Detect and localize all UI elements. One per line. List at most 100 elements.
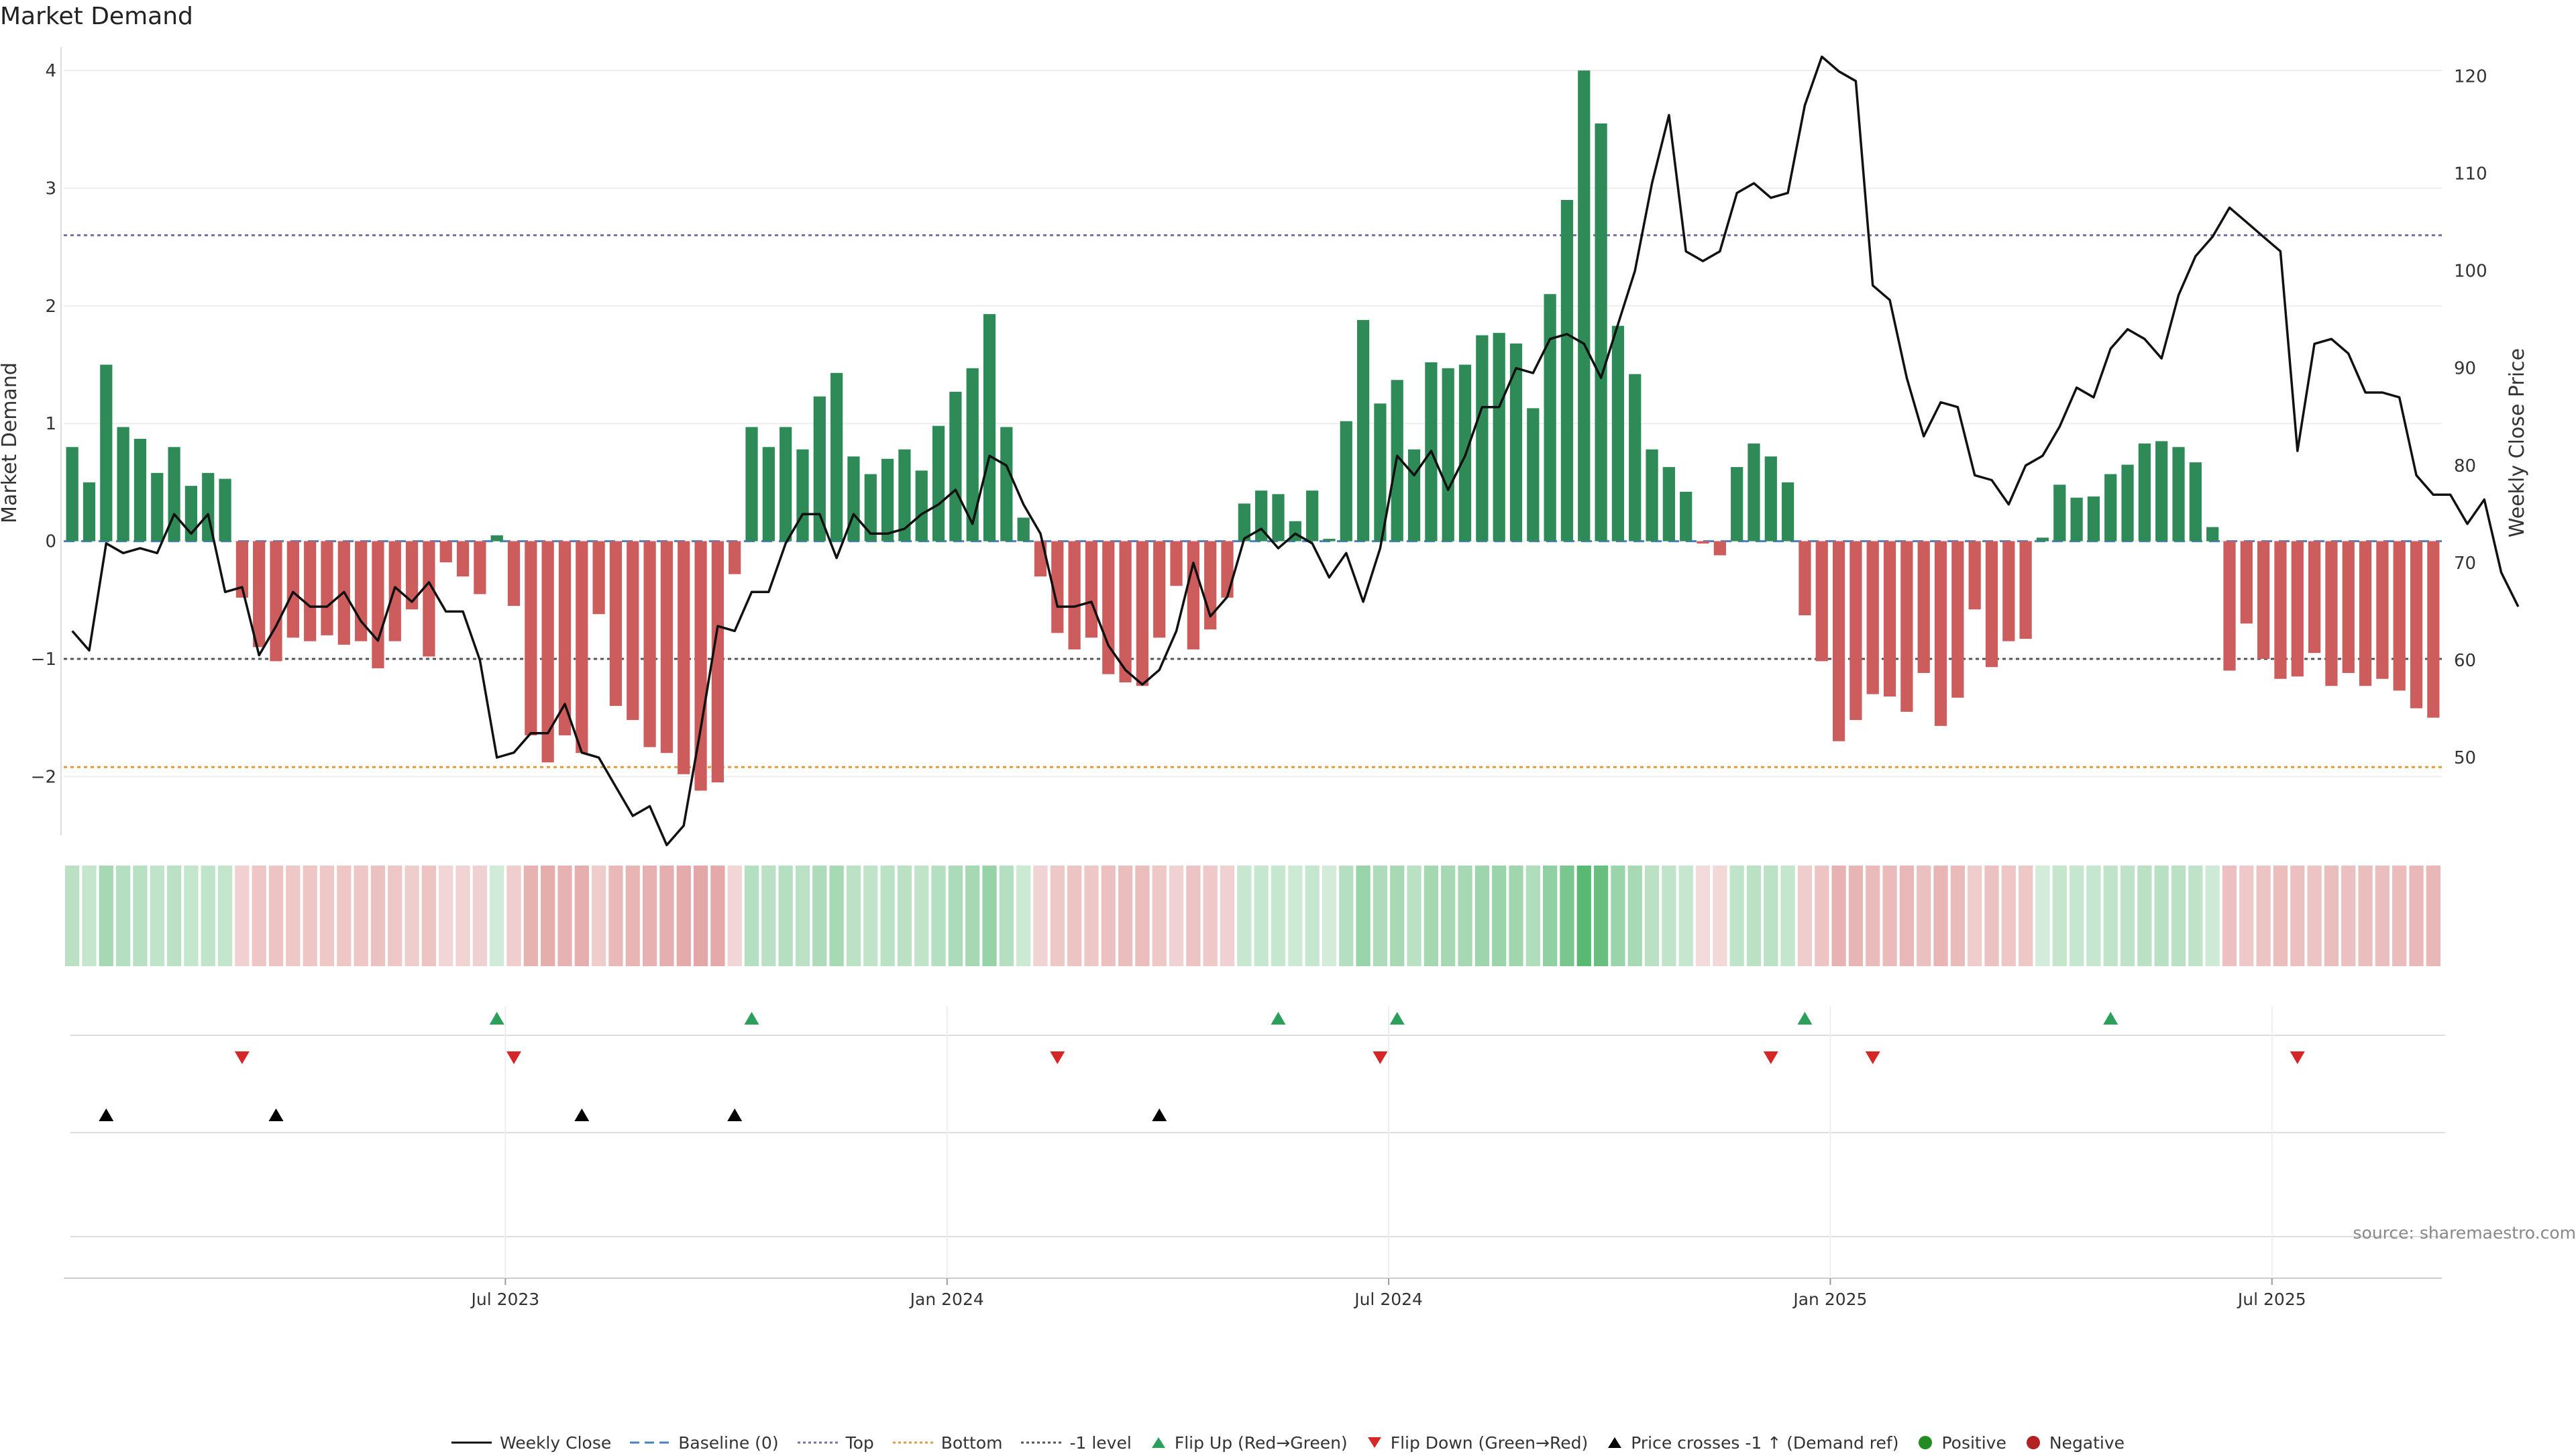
y-right-tick-label: 90 bbox=[2454, 359, 2476, 379]
heat-cell bbox=[1627, 866, 1642, 966]
demand-bar bbox=[1102, 541, 1115, 674]
demand-bar bbox=[117, 427, 129, 541]
flip-down-marker bbox=[1373, 1051, 1388, 1064]
demand-bar bbox=[1849, 541, 1862, 721]
heat-cell bbox=[1984, 866, 1999, 966]
heat-cell bbox=[557, 866, 572, 966]
demand-bar bbox=[219, 478, 231, 541]
heat-cell bbox=[133, 866, 148, 966]
demand-bar bbox=[1527, 408, 1540, 541]
heat-cell bbox=[2069, 866, 2084, 966]
demand-bar bbox=[627, 541, 639, 721]
demand-bar bbox=[813, 396, 826, 541]
heat-cell bbox=[1016, 866, 1031, 966]
heat-cell bbox=[1560, 866, 1574, 966]
heat-cell bbox=[1695, 866, 1711, 966]
demand-bar bbox=[1017, 517, 1030, 541]
heat-cell bbox=[608, 866, 623, 966]
flip-down-marker bbox=[1050, 1051, 1065, 1064]
heat-cell bbox=[439, 866, 453, 966]
demand-bar bbox=[678, 541, 690, 774]
heat-cell bbox=[1220, 866, 1235, 966]
heat-cell bbox=[201, 866, 215, 966]
demand-bar bbox=[1221, 541, 1234, 598]
demand-bar bbox=[423, 541, 435, 657]
heat-cell bbox=[235, 866, 250, 966]
demand-bar bbox=[1051, 541, 1064, 633]
heat-cell bbox=[761, 866, 776, 966]
y-right-tick-label: 70 bbox=[2454, 554, 2476, 574]
demand-bar bbox=[2274, 541, 2287, 679]
demand-bar bbox=[745, 427, 758, 541]
source-note: source: sharemaestro.com bbox=[2353, 1223, 2576, 1243]
flip-down-marker bbox=[2290, 1051, 2305, 1064]
dotted-line-grey-icon bbox=[1021, 1441, 1062, 1444]
y-left-axis-label: Market Demand bbox=[0, 362, 21, 523]
demand-bar bbox=[439, 541, 452, 563]
heat-cell bbox=[472, 866, 488, 966]
demand-bar bbox=[576, 541, 588, 753]
legend-label: Flip Up (Red→Green) bbox=[1174, 1433, 1348, 1453]
heat-cell bbox=[1339, 866, 1354, 966]
heat-cell bbox=[1186, 866, 1201, 966]
legend-label: Baseline (0) bbox=[678, 1433, 779, 1453]
heat-cell bbox=[2324, 866, 2339, 966]
demand-bar bbox=[1356, 319, 1370, 541]
demand-bar bbox=[558, 541, 572, 735]
demand-bar bbox=[1255, 490, 1268, 541]
demand-heat-strip bbox=[65, 866, 2440, 966]
heat-cell bbox=[1746, 866, 1762, 966]
heat-cell bbox=[846, 866, 861, 966]
legend-label: Flip Down (Green→Red) bbox=[1390, 1433, 1589, 1453]
heat-cell bbox=[1764, 866, 1778, 966]
flip-up-marker bbox=[1389, 1012, 1405, 1025]
heat-cell bbox=[863, 866, 878, 966]
demand-bar bbox=[2087, 496, 2100, 541]
x-tick-label: Jul 2024 bbox=[1353, 1290, 1423, 1309]
demand-bar bbox=[1560, 199, 1574, 541]
demand-bar bbox=[1595, 123, 1607, 541]
demand-bar bbox=[388, 541, 401, 641]
demand-bar bbox=[694, 541, 707, 791]
demand-bar bbox=[1917, 541, 1930, 673]
demand-bar bbox=[2393, 541, 2406, 691]
demand-bar bbox=[1476, 335, 1489, 541]
y-left-tick-label: 1 bbox=[45, 414, 56, 434]
demand-bar bbox=[2053, 484, 2066, 541]
demand-bar bbox=[490, 535, 503, 541]
demand-bar bbox=[1238, 503, 1250, 541]
demand-bar bbox=[1815, 541, 1828, 662]
dotted-line-orange-icon bbox=[892, 1441, 933, 1444]
demand-bar bbox=[525, 541, 537, 735]
legend-item-flip-up: Flip Up (Red→Green) bbox=[1150, 1433, 1348, 1453]
x-tick-label: Jan 2025 bbox=[1792, 1290, 1867, 1309]
flip-down-marker bbox=[234, 1051, 250, 1064]
demand-bar bbox=[796, 449, 809, 541]
heat-cell bbox=[1797, 866, 1813, 966]
heat-cell bbox=[1407, 866, 1421, 966]
legend-item-price-crosses: Price crosses -1 ↑ (Demand ref) bbox=[1607, 1433, 1898, 1453]
heat-cell bbox=[897, 866, 912, 966]
demand-bar bbox=[1509, 343, 1523, 541]
legend-label: -1 level bbox=[1069, 1433, 1132, 1453]
demand-bar bbox=[270, 541, 282, 662]
demand-bar bbox=[2223, 541, 2236, 671]
heat-cell bbox=[2409, 866, 2424, 966]
heat-cell bbox=[659, 866, 674, 966]
x-tick-label: Jul 2023 bbox=[470, 1290, 539, 1309]
demand-bar bbox=[2138, 444, 2151, 541]
triangle-up-green-icon bbox=[1151, 1437, 1165, 1448]
heat-cell bbox=[252, 866, 266, 966]
heat-cell bbox=[99, 866, 113, 966]
legend: Weekly Close Baseline (0) Top Bottom -1 … bbox=[0, 1429, 2576, 1456]
heat-cell bbox=[1611, 866, 1625, 966]
heat-cell bbox=[1458, 866, 1472, 966]
heat-cell bbox=[1152, 866, 1167, 966]
heat-cell bbox=[1576, 866, 1591, 966]
demand-bar bbox=[151, 472, 164, 541]
heat-cell bbox=[166, 866, 182, 966]
heat-cell bbox=[1305, 866, 1320, 966]
heat-cell bbox=[795, 866, 810, 966]
demand-bar bbox=[1782, 482, 1794, 541]
